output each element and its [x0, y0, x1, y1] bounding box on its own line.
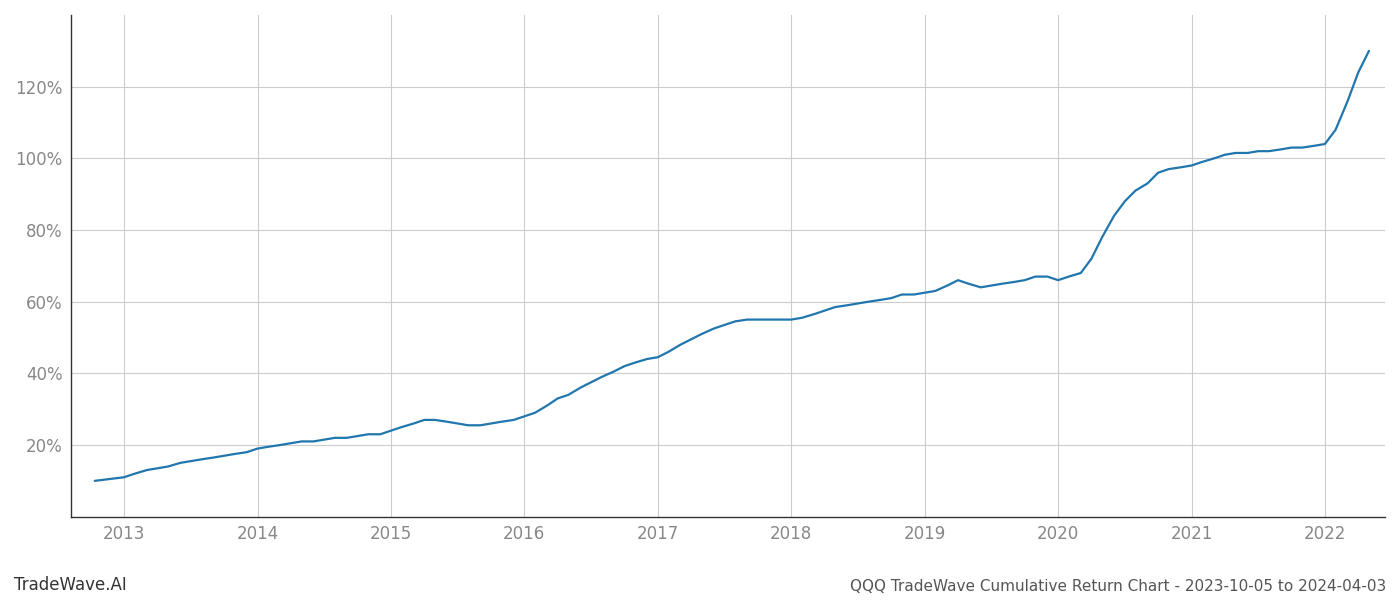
Text: QQQ TradeWave Cumulative Return Chart - 2023-10-05 to 2024-04-03: QQQ TradeWave Cumulative Return Chart - …: [850, 579, 1386, 594]
Text: TradeWave.AI: TradeWave.AI: [14, 576, 127, 594]
